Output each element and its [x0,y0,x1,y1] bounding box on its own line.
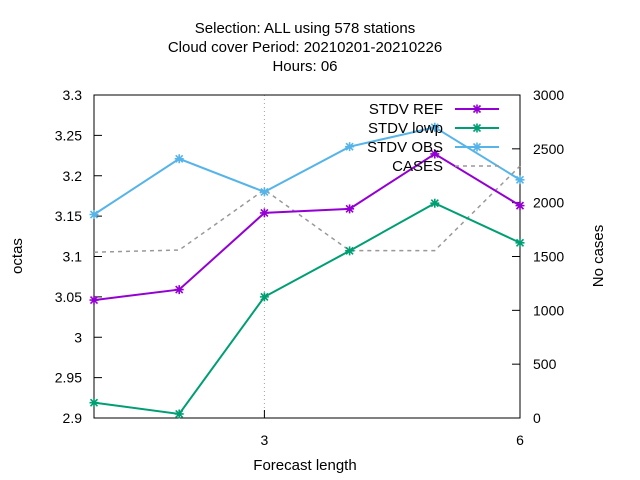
series-layer [89,122,525,419]
series-1-point-5 [515,238,525,248]
y-tick-label-3: 3.05 [55,289,82,305]
x-tick-label-1: 6 [516,432,524,448]
y-tick-label-6: 3.2 [63,168,83,184]
y-tick-label-7: 3.25 [55,127,82,143]
y-tick-label-2: 3 [74,329,82,345]
legend-label-2: STDV OBS [367,139,443,156]
series-1-point-1 [174,409,184,419]
y-tick-label-5: 3.15 [55,208,82,224]
series-0-point-0 [89,295,99,305]
series-0 [89,149,525,305]
series-1 [89,198,525,419]
title-line-1: Selection: ALL using 578 stations [195,20,415,37]
series-line-0 [93,152,521,302]
y2-axis-ticks: 0 500 1000 1500 2000 2500 3000 [512,87,564,426]
series-0-point-2 [259,208,269,218]
x-axis-label: Forecast length [253,457,356,474]
series-2-point-2 [259,187,269,197]
series-line-3 [93,165,521,253]
legend: STDV REF STDV lowp STDV OBS CASES [367,101,499,175]
series-2-point-4 [430,122,440,132]
chart-title: Selection: ALL using 578 stations Cloud … [168,20,442,75]
y-tick-label-0: 2.9 [63,410,83,426]
series-line-1 [93,202,521,416]
y2-tick-label-1: 500 [533,356,557,372]
y2-tick-label-0: 0 [533,410,541,426]
series-1-point-0 [89,398,99,408]
series-0-point-1 [174,285,184,295]
title-line-2: Cloud cover Period: 20210201-20210226 [168,39,442,56]
series-1-point-4 [430,198,440,208]
plot-frame [93,94,521,419]
series-0-point-3 [345,204,355,214]
y2-tick-label-2: 1000 [533,302,564,318]
legend-label-0: STDV REF [369,101,443,118]
series-2-point-5 [515,175,525,185]
y-tick-label-1: 2.95 [55,370,82,386]
y2-axis-label: No cases [590,225,607,288]
legend-marker-2 [472,142,482,152]
y2-tick-label-5: 2500 [533,141,564,157]
y2-tick-label-6: 3000 [533,87,564,103]
y-axis-ticks: 2.9 2.95 3 3.05 3.1 3.15 3.2 3.25 3.3 [55,87,102,426]
y-tick-label-4: 3.1 [63,249,83,265]
series-2 [89,122,525,220]
legend-label-1: STDV lowp [368,120,443,137]
series-0-point-4 [430,149,440,159]
y2-tick-label-4: 2000 [533,195,564,211]
y2-tick-label-3: 1500 [533,249,564,265]
series-line-2 [93,126,521,216]
series-2-point-0 [89,210,99,220]
x-tick-label-0: 3 [261,432,269,448]
series-1-point-2 [259,292,269,302]
legend-label-3: CASES [392,158,443,175]
y-tick-label-8: 3.3 [63,87,83,103]
series-0-point-5 [515,201,525,211]
legend-marker-0 [472,104,482,114]
series-3 [93,165,521,253]
series-2-point-1 [174,154,184,164]
title-line-3: Hours: 06 [272,58,337,75]
legend-marker-1 [472,123,482,133]
series-1-point-3 [345,246,355,256]
y-axis-label: octas [9,238,26,274]
series-2-point-3 [345,142,355,152]
